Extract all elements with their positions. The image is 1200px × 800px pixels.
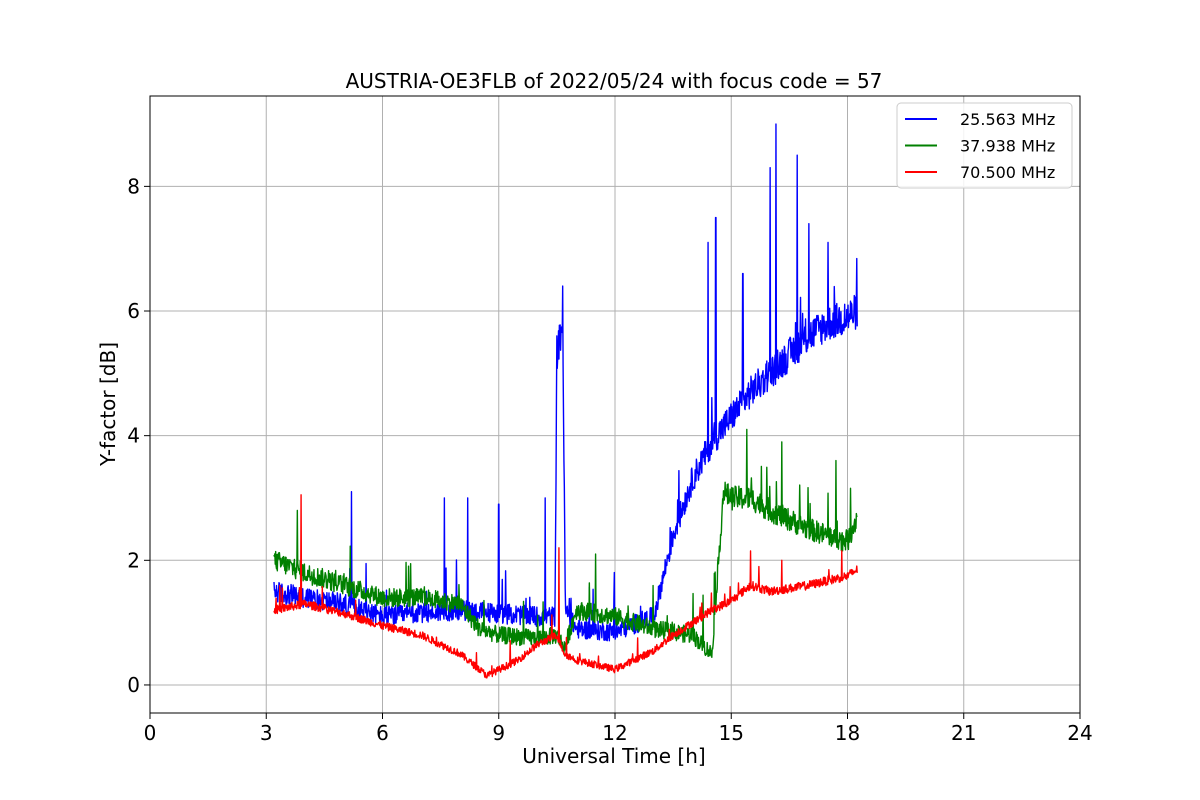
series-line-1 [273,123,858,642]
x-tick-label: 15 [719,721,744,745]
x-tick-label: 18 [835,721,860,745]
legend-box [896,102,1073,189]
legend: 25.563 MHz 37.938 MHz 70.500 MHz [896,102,1073,189]
x-axis-label: Universal Time [h] [522,744,705,768]
y-tick-label: 8 [127,174,140,198]
legend-label: 70.500 MHz [960,163,1055,182]
y-axis-label: Y-factor [dB] [96,342,120,467]
y-tick-label: 6 [127,299,140,323]
series-layer [273,123,858,679]
legend-label: 37.938 MHz [960,137,1055,156]
y-tick-label: 4 [127,424,140,448]
x-tick-label: 12 [602,721,627,745]
series-line-3 [273,494,858,679]
x-tick-label: 9 [492,721,505,745]
x-tick-label: 24 [1067,721,1092,745]
legend-label: 25.563 MHz [960,110,1055,129]
x-tick-label: 6 [376,721,389,745]
x-tick-label: 3 [260,721,273,745]
y-tick-label: 0 [127,673,140,697]
x-tick-label: 0 [144,721,157,745]
y-tick-label: 2 [127,548,140,572]
chart-title: AUSTRIA-OE3FLB of 2022/05/24 with focus … [346,69,883,93]
x-tick-label: 21 [951,721,976,745]
